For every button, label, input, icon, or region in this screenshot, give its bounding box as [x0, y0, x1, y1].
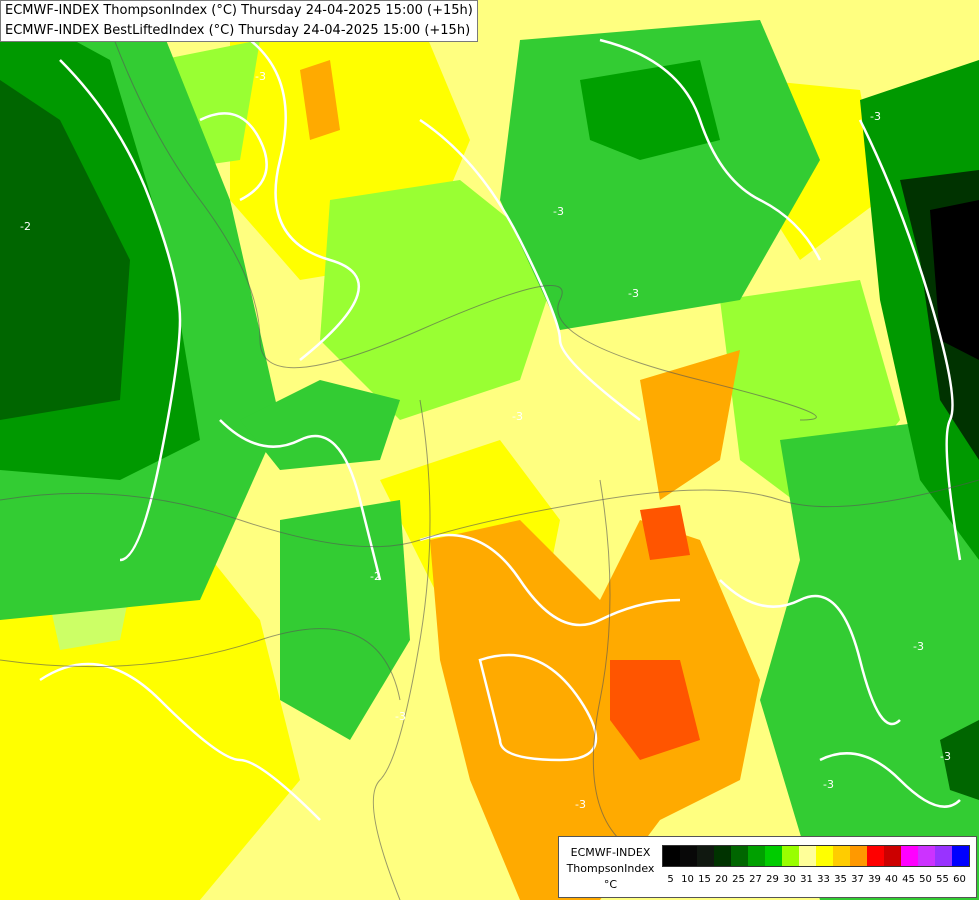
legend-parameter: ThompsonIndex — [566, 862, 655, 875]
border-line — [592, 479, 621, 841]
legend-swatch — [748, 846, 765, 866]
contour-line — [219, 419, 382, 581]
contour-line — [419, 118, 641, 421]
region-orange-north — [300, 60, 340, 140]
legend-swatch — [935, 846, 952, 866]
contour-label: -3 — [395, 710, 406, 723]
region-darkgreen-nc — [580, 60, 720, 160]
legend-tick-label: 39 — [868, 874, 881, 885]
legend-tick-label: 50 — [919, 874, 932, 885]
contour-label: -3 — [512, 410, 523, 423]
legend-tick-label: 15 — [698, 874, 711, 885]
legend-tick-label: 25 — [732, 874, 745, 885]
legend-tick-label: 20 — [715, 874, 728, 885]
region-red-orange-south — [610, 660, 700, 760]
legend-swatch — [731, 846, 748, 866]
color-legend: ECMWF-INDEX ThompsonIndex °C 5 10 15 20 25 27… — [558, 836, 977, 898]
contour-label: -3 — [255, 70, 266, 83]
contour-label-group: -3 -3 -3 -3 -2 -2 -3 -3 -3 -3 -3 -3 — [20, 70, 951, 811]
map-title-box: ECMWF-INDEX ThompsonIndex (°C) Thursday … — [0, 0, 478, 42]
legend-swatch — [884, 846, 901, 866]
legend-swatches — [662, 845, 970, 867]
title-line-lifted: ECMWF-INDEX BestLiftedIndex (°C) Thursda… — [5, 23, 471, 38]
legend-swatch — [952, 846, 969, 866]
legend-swatch — [867, 846, 884, 866]
contour-line — [478, 653, 598, 762]
region-darkgreen-se — [940, 720, 979, 800]
legend-unit: °C — [603, 878, 618, 891]
contour-label: -2 — [20, 220, 31, 233]
region-verydarkgreen-west — [0, 80, 130, 420]
region-lightgreen-center — [320, 180, 560, 420]
contour-label: -3 — [870, 110, 881, 123]
legend-swatch — [850, 846, 867, 866]
region-green-center-west — [280, 500, 410, 740]
contour-line — [858, 119, 962, 561]
contour-line — [419, 533, 681, 627]
legend-tick-label: 33 — [817, 874, 830, 885]
border-line — [99, 0, 817, 421]
legend-tick-label: 27 — [749, 874, 762, 885]
legend-tick-label: 40 — [885, 874, 898, 885]
legend-swatch — [765, 846, 782, 866]
region-orange-south — [430, 520, 760, 900]
legend-tick-label: 5 — [667, 874, 674, 885]
legend-tick-label: 37 — [851, 874, 864, 885]
contour-line — [199, 112, 268, 202]
region-black-east — [930, 200, 979, 360]
contour-label: -2 — [370, 570, 381, 583]
contour-label: -3 — [940, 750, 951, 763]
legend-tick-label: 10 — [681, 874, 694, 885]
legend-swatch — [714, 846, 731, 866]
legend-swatch — [901, 846, 918, 866]
region-orange-east — [640, 350, 740, 500]
border-line — [372, 399, 431, 900]
legend-tick-label: 35 — [834, 874, 847, 885]
legend-tick-label: 55 — [936, 874, 949, 885]
legend-swatch — [782, 846, 799, 866]
contour-line — [719, 579, 901, 726]
legend-model: ECMWF-INDEX — [570, 846, 651, 859]
legend-swatch — [816, 846, 833, 866]
region-red-orange-east — [640, 505, 690, 560]
border-line — [0, 479, 979, 548]
legend-swatch — [799, 846, 816, 866]
contour-label: -3 — [553, 205, 564, 218]
border-line — [0, 628, 401, 701]
legend-tick-label: 29 — [766, 874, 779, 885]
contour-line — [59, 59, 182, 562]
contour-label: -3 — [823, 778, 834, 791]
contour-line — [39, 662, 321, 821]
legend-swatch — [918, 846, 935, 866]
lifted-index-contours — [39, 38, 962, 821]
legend-ticks: 5 10 15 20 25 27 29 30 31 33 35 37 39 40 45 50 55 60 — [662, 874, 968, 885]
legend-tick-label: 31 — [800, 874, 813, 885]
contour-line — [249, 39, 360, 361]
legend-tick-label: 45 — [902, 874, 915, 885]
contour-label: -3 — [575, 798, 586, 811]
contour-line — [819, 752, 961, 808]
region-green-east — [760, 420, 979, 900]
legend-swatch — [833, 846, 850, 866]
legend-tick-label: 30 — [783, 874, 796, 885]
title-line-thompson: ECMWF-INDEX ThompsonIndex (°C) Thursday … — [5, 3, 473, 18]
legend-labels: ECMWF-INDEX ThompsonIndex °C — [563, 845, 658, 893]
contour-label: -3 — [628, 287, 639, 300]
contour-label: -3 — [913, 640, 924, 653]
region-green-north-central — [500, 20, 820, 330]
legend-swatch — [680, 846, 697, 866]
legend-swatch — [663, 846, 680, 866]
legend-tick-label: 60 — [953, 874, 966, 885]
legend-swatch — [697, 846, 714, 866]
contour-line — [599, 38, 822, 261]
